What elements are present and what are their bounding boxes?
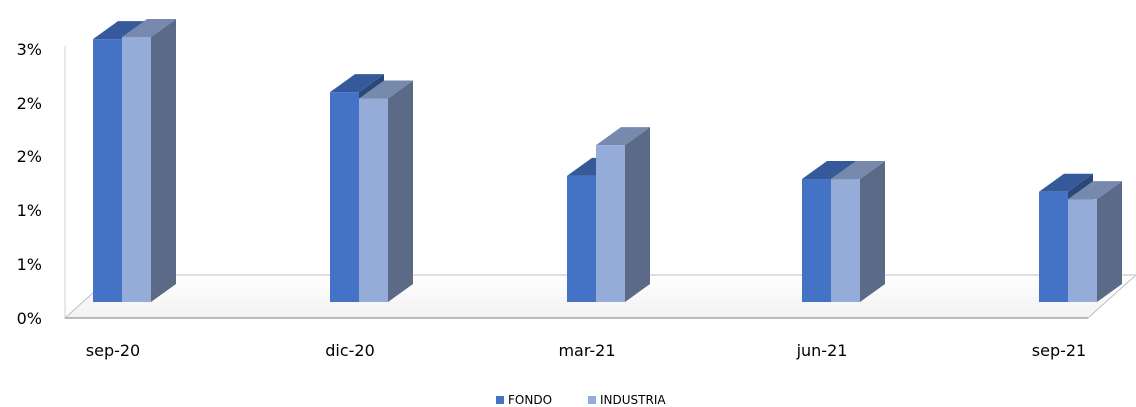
legend-label: FONDO	[508, 393, 552, 407]
plot-area	[93, 19, 1122, 303]
x-tick-label: jun-21	[796, 341, 848, 360]
y-tick-label: 1%	[17, 255, 42, 274]
y-tick-label: 0%	[17, 309, 42, 328]
y-tick-label: 2%	[17, 147, 42, 166]
y-tick-label: 2%	[17, 94, 42, 113]
legend-swatch	[588, 396, 596, 404]
bar-industria-jun-21	[831, 161, 885, 302]
legend-item-fondo: FONDO	[496, 393, 552, 407]
y-tick-label: 3%	[17, 40, 42, 59]
legend-swatch	[496, 396, 504, 404]
bar-industria-dic-20	[359, 80, 413, 302]
y-tick-label: 1%	[17, 201, 42, 220]
bar-industria-sep-20	[122, 19, 176, 302]
y-axis: 0% 1% 1% 2% 2% 3%	[17, 40, 66, 328]
x-tick-label: sep-21	[1032, 341, 1086, 360]
x-tick-label: sep-20	[86, 341, 140, 360]
x-axis: sep-20 dic-20 mar-21 jun-21 sep-21	[86, 341, 1086, 360]
bar-industria-mar-21	[596, 127, 650, 303]
legend: FONDO INDUSTRIA	[496, 393, 666, 407]
x-tick-label: mar-21	[558, 341, 615, 360]
legend-label: INDUSTRIA	[600, 393, 666, 407]
x-tick-label: dic-20	[325, 341, 375, 360]
legend-item-industria: INDUSTRIA	[588, 393, 666, 407]
bar-industria-sep-21	[1068, 181, 1122, 302]
